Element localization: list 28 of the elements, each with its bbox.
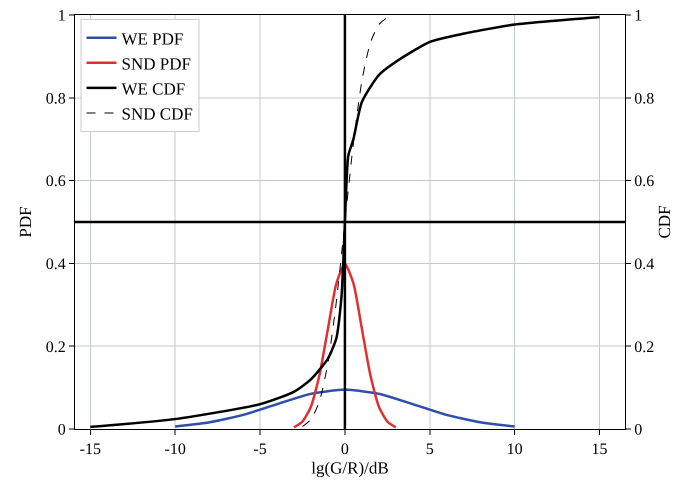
y2-tick-label: 0.8 bbox=[634, 90, 654, 108]
y2-axis-title: CDF bbox=[655, 205, 674, 239]
y-tick-label: 0.4 bbox=[46, 256, 66, 273]
x-tick-label: -15 bbox=[80, 441, 101, 458]
legend-label: WE CDF bbox=[122, 80, 186, 99]
legend-label: SND PDF bbox=[122, 54, 191, 74]
x-tick-label: 15 bbox=[592, 441, 608, 458]
x-tick-label: 5 bbox=[426, 441, 434, 458]
x-tick-label: -5 bbox=[253, 441, 267, 458]
y2-tick-label: 1 bbox=[634, 8, 642, 25]
y2-tick-label: 0.6 bbox=[634, 173, 654, 190]
y-tick-label: 1 bbox=[58, 8, 66, 25]
x-tick-label: -10 bbox=[164, 441, 186, 458]
y2-tick-label: 0.2 bbox=[634, 338, 654, 356]
y-tick-label: 0.2 bbox=[46, 338, 66, 356]
x-tick-label: 10 bbox=[506, 441, 523, 458]
y-tick-label: 0.6 bbox=[46, 173, 66, 190]
legend-label: SND CDF bbox=[122, 104, 193, 124]
legend-label: WE PDF bbox=[122, 29, 184, 48]
line-series bbox=[292, 262, 398, 429]
x-tick-label: 0 bbox=[340, 441, 349, 458]
line-series bbox=[174, 388, 516, 428]
y-tick-label: 0.8 bbox=[46, 90, 66, 108]
y-axis-title: PDF bbox=[16, 206, 35, 238]
x-axis-title: lg(G/R)/dB bbox=[311, 458, 389, 478]
y-tick-label: 0 bbox=[58, 422, 66, 439]
y2-tick-label: 0.4 bbox=[634, 256, 654, 273]
y2-tick-label: 0 bbox=[634, 422, 642, 439]
